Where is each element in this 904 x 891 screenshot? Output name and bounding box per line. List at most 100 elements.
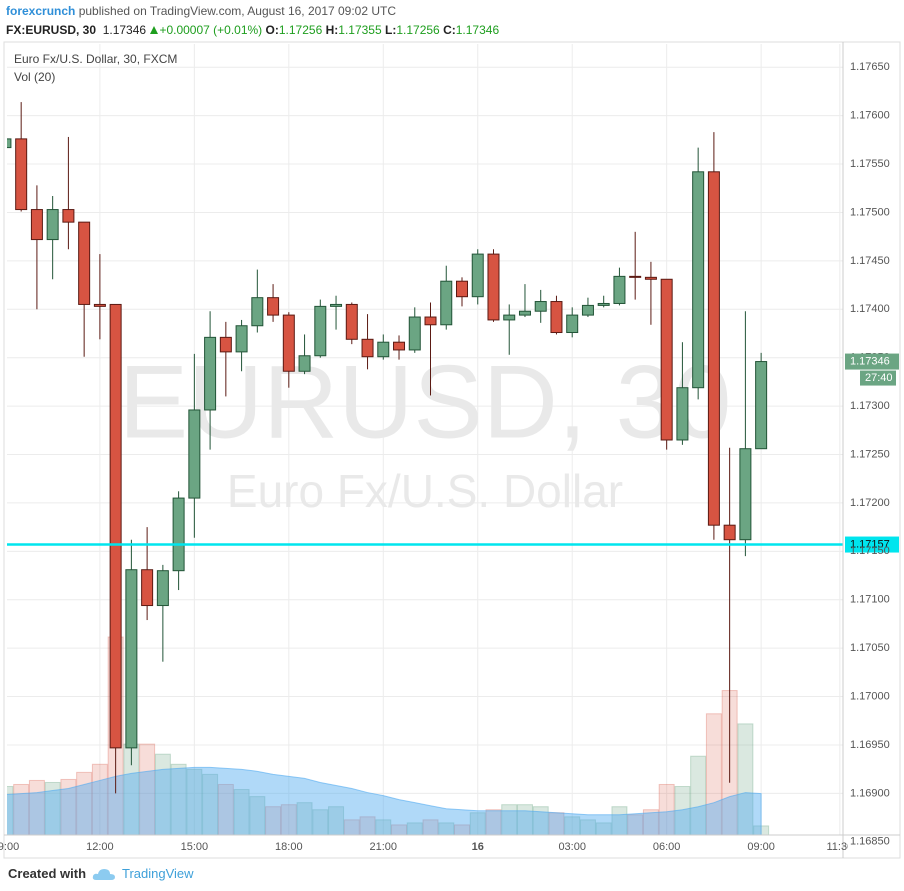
candle-body xyxy=(235,325,248,353)
grid xyxy=(7,44,843,835)
x-tick-label: 06:00 xyxy=(653,841,681,853)
candle-body xyxy=(644,276,657,280)
volume-bar xyxy=(13,783,30,835)
horizontal-line-label-box xyxy=(845,536,899,553)
candle-body xyxy=(330,303,343,307)
open-value: 1.17256 xyxy=(278,23,323,37)
candle-body xyxy=(15,138,28,211)
countdown-label: 27:40 xyxy=(865,372,893,384)
y-tick-label: 1.17550 xyxy=(850,158,890,170)
x-tick-label: 03:00 xyxy=(558,841,586,853)
volume-bar xyxy=(564,816,581,835)
created-with: Created with xyxy=(8,866,87,881)
close-value: 1.17346 xyxy=(455,23,500,37)
close-label: C: xyxy=(443,23,456,37)
volume-bar xyxy=(532,806,549,835)
y-tick-label: 1.17000 xyxy=(850,690,890,702)
y-tick-label: 1.17300 xyxy=(850,400,890,412)
candle-body xyxy=(471,253,484,298)
candle-body xyxy=(377,341,390,358)
candle-body xyxy=(109,303,122,749)
candle-body xyxy=(660,278,673,441)
y-tick-label: 1.17250 xyxy=(850,448,890,460)
candle-body xyxy=(125,569,138,749)
x-tick-label: 15:00 xyxy=(181,841,209,853)
volume-bar xyxy=(76,771,93,835)
volume-bar xyxy=(438,822,455,835)
candle-body xyxy=(93,303,106,307)
time-axis: 09:00 12:00 15:00 18:00 21:00 16 03:00 06:00 09:… xyxy=(0,841,848,853)
candle-body xyxy=(581,304,594,316)
candle-body xyxy=(172,497,185,572)
volume-bar xyxy=(737,723,754,835)
candle-body xyxy=(408,316,421,351)
candle-body xyxy=(755,361,768,450)
candle-body xyxy=(46,209,59,241)
symbol-legend: Euro Fx/U.S. Dollar, 30, FXCM xyxy=(14,52,177,66)
brand-link[interactable]: TradingView xyxy=(122,866,194,881)
y-tick-label: 1.16900 xyxy=(850,787,890,799)
candle-body xyxy=(361,338,374,358)
y-tick-label: 1.17200 xyxy=(850,497,890,509)
horizontal-line-group: 1.17157 xyxy=(7,536,899,553)
candle-body xyxy=(613,275,626,304)
candle-body xyxy=(707,171,720,526)
quote-line: FX:EURUSD, 30 1.17346 +0.00007 (+0.01%) … xyxy=(6,23,499,37)
volume-bar xyxy=(595,822,612,835)
watermark: EURUSD, 30 Euro Fx/U.S. Dollar xyxy=(119,344,732,517)
candle-body xyxy=(739,448,752,541)
high-value: 1.17355 xyxy=(338,23,382,37)
volume-bar xyxy=(217,783,234,835)
candle-body xyxy=(219,336,232,353)
last-price-box xyxy=(845,353,899,370)
volume-bar xyxy=(690,755,707,835)
countdown-box xyxy=(860,370,896,386)
candle-body xyxy=(30,209,43,241)
indicator-legend: Vol (20) xyxy=(14,70,55,84)
last-price-group: 1.17346 27:40 xyxy=(845,353,899,386)
candle-body xyxy=(455,280,468,298)
brand-logo xyxy=(92,868,116,880)
candle-body xyxy=(518,310,531,316)
volume-bar xyxy=(705,713,722,835)
candle-body xyxy=(141,569,154,607)
candle-body xyxy=(676,387,689,441)
up-arrow xyxy=(150,26,159,34)
volume-bar xyxy=(60,778,77,835)
candle-body xyxy=(267,297,280,316)
candle-body xyxy=(550,301,563,334)
x-tick-label: 12:00 xyxy=(86,841,114,853)
candle-body xyxy=(7,138,12,149)
volume-bar xyxy=(359,816,376,835)
volume-bar xyxy=(249,796,266,835)
x-tick-label: 18:00 xyxy=(275,841,303,853)
y-tick-label: 1.16950 xyxy=(850,739,890,751)
candle-body xyxy=(393,341,406,351)
change: +0.00007 (+0.01%) xyxy=(159,23,263,37)
x-tick-label: 16 xyxy=(472,841,484,853)
y-tick-label: 1.17100 xyxy=(850,594,890,606)
publish-info: published on TradingView.com, August 16,… xyxy=(78,4,397,18)
y-tick-label: 1.17050 xyxy=(850,642,890,654)
volume-ma-area xyxy=(7,766,762,835)
volume-bar xyxy=(406,822,423,835)
last-price-label: 1.17346 xyxy=(850,355,890,367)
x-tick-label: 21:00 xyxy=(370,841,398,853)
volume-bar xyxy=(265,806,282,835)
author[interactable]: forexcrunch xyxy=(6,4,76,18)
y-tick-label: 1.17600 xyxy=(850,110,890,122)
candle-body xyxy=(424,316,437,326)
y-tick-label: 1.17400 xyxy=(850,303,890,315)
open-label: O: xyxy=(265,23,279,37)
candle-body xyxy=(503,314,516,321)
candle-body xyxy=(314,305,327,357)
candle-body xyxy=(156,570,169,607)
x-tick-label: 09:00 xyxy=(0,841,19,853)
publish-line: forexcrunch published on TradingView.com… xyxy=(6,4,396,18)
horizontal-line-label: 1.17157 xyxy=(850,538,890,550)
watermark-symbol: EURUSD, 30 xyxy=(119,344,732,460)
y-tick-label: 1.17450 xyxy=(850,255,890,267)
candle-body xyxy=(487,253,500,321)
volume-bar xyxy=(233,789,250,835)
